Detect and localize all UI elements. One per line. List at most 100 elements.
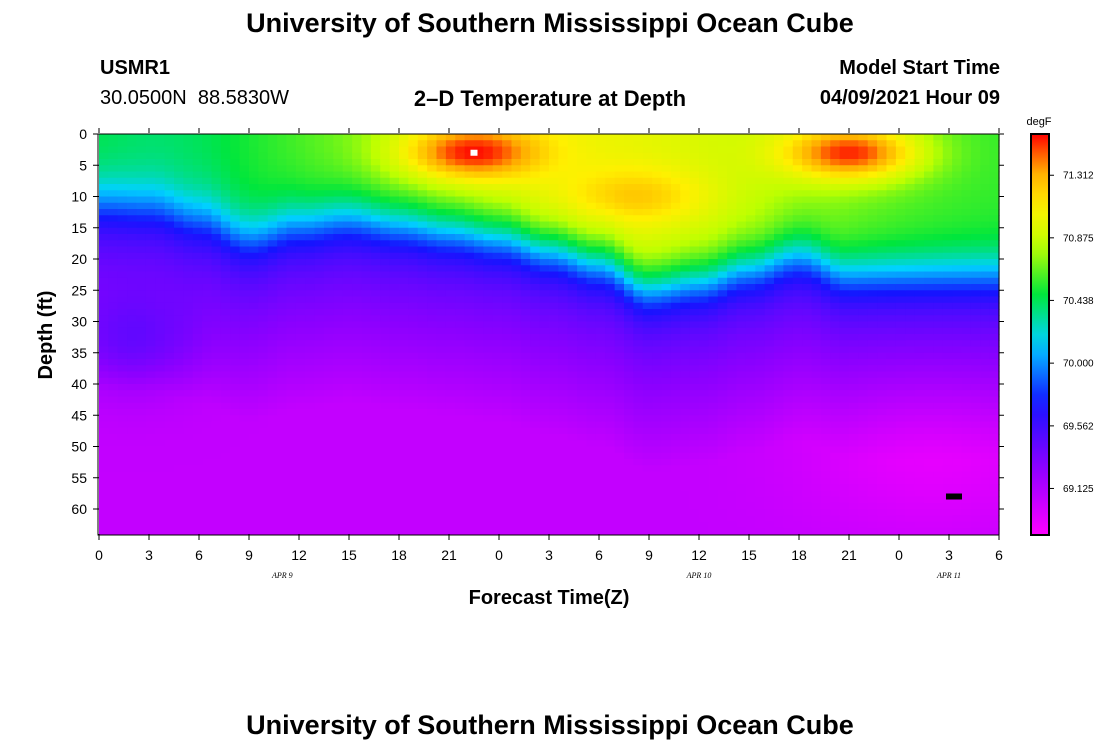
heatmap-cell <box>520 365 531 373</box>
heatmap-cell <box>624 496 634 504</box>
heatmap-cell <box>624 415 634 423</box>
heatmap-cell <box>324 496 334 504</box>
heatmap-cell <box>586 234 597 241</box>
heatmap-cell <box>755 302 766 310</box>
heatmap-cell <box>267 352 278 360</box>
heatmap-cell <box>492 302 503 310</box>
heatmap-cell <box>755 471 766 479</box>
heatmap-cell <box>567 402 578 410</box>
heatmap-cell <box>614 290 625 298</box>
heatmap-cell <box>295 384 306 391</box>
heatmap-cell <box>624 515 634 523</box>
heatmap-cell <box>249 252 259 260</box>
heatmap-cell <box>483 190 494 198</box>
heatmap-cell <box>342 502 353 510</box>
heatmap-cell <box>736 334 747 341</box>
heatmap-cell <box>380 146 391 154</box>
heatmap-cell <box>380 140 391 148</box>
heatmap-cell <box>342 296 353 304</box>
heatmap-cell <box>99 146 109 154</box>
heatmap-cell <box>380 359 391 366</box>
heatmap-cell <box>389 215 400 223</box>
heatmap-cell <box>633 309 644 316</box>
heatmap-cell <box>736 359 747 366</box>
heatmap-cell <box>389 227 400 235</box>
heatmap-cell <box>220 515 231 523</box>
heatmap-cell <box>820 246 831 254</box>
heatmap-cell <box>342 402 353 410</box>
heatmap-cell <box>380 527 391 535</box>
heatmap-cell <box>661 459 672 466</box>
heatmap-cell <box>239 396 250 404</box>
heatmap-cell <box>417 459 428 466</box>
heatmap-cell <box>399 527 409 535</box>
heatmap-cell <box>399 215 409 223</box>
heatmap-cell <box>258 340 269 348</box>
heatmap-cell <box>670 502 681 510</box>
heatmap-cell <box>436 384 447 391</box>
heatmap-cell <box>511 502 522 510</box>
heatmap-cell <box>314 246 325 254</box>
heatmap-cell <box>558 209 569 216</box>
heatmap-cell <box>145 471 156 479</box>
heatmap-cell <box>549 415 559 423</box>
heatmap-cell <box>670 252 681 260</box>
heatmap-cell <box>811 490 822 498</box>
heatmap-cell <box>267 427 278 435</box>
heatmap-cell <box>642 527 653 535</box>
heatmap-cell <box>127 296 138 304</box>
heatmap-cell <box>155 165 166 173</box>
heatmap-cell <box>286 196 297 204</box>
heatmap-cell <box>774 396 784 404</box>
heatmap-cell <box>727 177 738 185</box>
heatmap-cell <box>192 321 203 329</box>
heatmap-cell <box>492 227 503 235</box>
heatmap-cell <box>567 259 578 266</box>
heatmap-cell <box>417 165 428 173</box>
heatmap-cell <box>633 271 644 279</box>
heatmap-cell <box>699 177 709 185</box>
heatmap-cell <box>408 384 419 391</box>
heatmap-cell <box>558 165 569 173</box>
heatmap-cell <box>370 415 381 423</box>
heatmap-cell <box>502 177 513 185</box>
heatmap-cell <box>802 277 813 285</box>
heatmap-cell <box>614 140 625 148</box>
heatmap-cell <box>145 402 156 410</box>
heatmap-cell <box>614 177 625 185</box>
heatmap-cell <box>211 177 222 185</box>
heatmap-cell <box>689 234 700 241</box>
heatmap-cell <box>689 515 700 523</box>
heatmap-cell <box>352 477 363 485</box>
heatmap-cell <box>305 527 316 535</box>
heatmap-cell <box>380 340 391 348</box>
heatmap-cell <box>614 509 625 516</box>
heatmap-cell <box>136 140 147 148</box>
heatmap-cell <box>352 327 363 335</box>
heatmap-cell <box>258 440 269 448</box>
heatmap-cell <box>614 490 625 498</box>
heatmap-cell <box>511 477 522 485</box>
heatmap-cell <box>755 496 766 504</box>
heatmap-cell <box>108 402 119 410</box>
heatmap-cell <box>324 277 334 285</box>
heatmap-cell <box>549 215 559 223</box>
heatmap-cell <box>239 384 250 391</box>
heatmap-cell <box>380 409 391 416</box>
heatmap-cell <box>99 165 109 173</box>
heatmap-cell <box>820 140 831 148</box>
heatmap-cell <box>324 502 334 510</box>
heatmap-cell <box>99 496 109 504</box>
heatmap-cell <box>136 477 147 485</box>
heatmap-cell <box>520 296 531 304</box>
heatmap-cell <box>333 446 344 454</box>
heatmap-cell <box>399 365 409 373</box>
heatmap-cell <box>258 134 269 141</box>
heatmap-cell <box>811 271 822 279</box>
heatmap-cell <box>249 177 259 185</box>
heatmap-cell <box>530 302 541 310</box>
heatmap-cell <box>164 334 175 341</box>
heatmap-cell <box>614 227 625 235</box>
heatmap-cell <box>783 152 794 160</box>
heatmap-cell <box>464 440 475 448</box>
